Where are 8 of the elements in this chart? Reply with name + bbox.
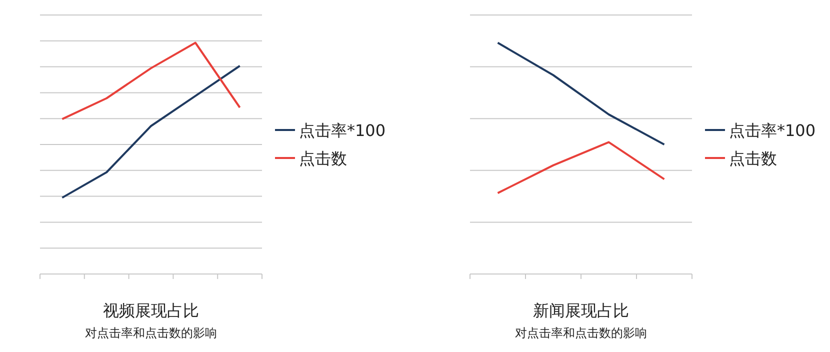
text: 对点击率和点击数的影响 xyxy=(85,326,217,340)
legend-label: 点击率*100 xyxy=(299,121,386,140)
legend-label: 点击率*100 xyxy=(729,121,816,140)
text: 新闻展现占比 xyxy=(533,301,629,320)
legend-label: 点击数 xyxy=(729,149,777,168)
legend-label: 点击数 xyxy=(299,149,347,168)
text: 对点击率和点击数的影响 xyxy=(515,326,647,340)
text: 视频展现占比 xyxy=(103,301,199,320)
